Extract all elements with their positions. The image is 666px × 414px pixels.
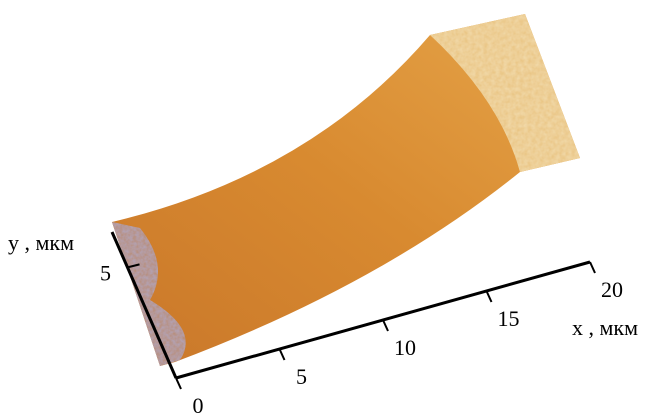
- x-tick: [487, 291, 492, 302]
- x-tick-label: 10: [394, 335, 416, 360]
- page: 051015205x , мкмy , мкм (() => { const d…: [0, 0, 666, 414]
- x-axis-label: x , мкм: [572, 315, 638, 340]
- x-tick-label: 20: [601, 277, 623, 302]
- x-tick-label: 15: [498, 306, 520, 331]
- y-tick-label: 5: [100, 260, 111, 285]
- x-tick: [176, 378, 181, 389]
- x-tick-label: 5: [296, 364, 307, 389]
- x-tick: [280, 349, 285, 360]
- x-tick-label: 0: [193, 393, 204, 414]
- chart: 0 5 10 15 20 5 x , мкм y , мкм: [0, 0, 666, 414]
- x-tick: [383, 320, 388, 331]
- y-axis-label: y , мкм: [8, 230, 74, 255]
- x-tick: [590, 262, 595, 273]
